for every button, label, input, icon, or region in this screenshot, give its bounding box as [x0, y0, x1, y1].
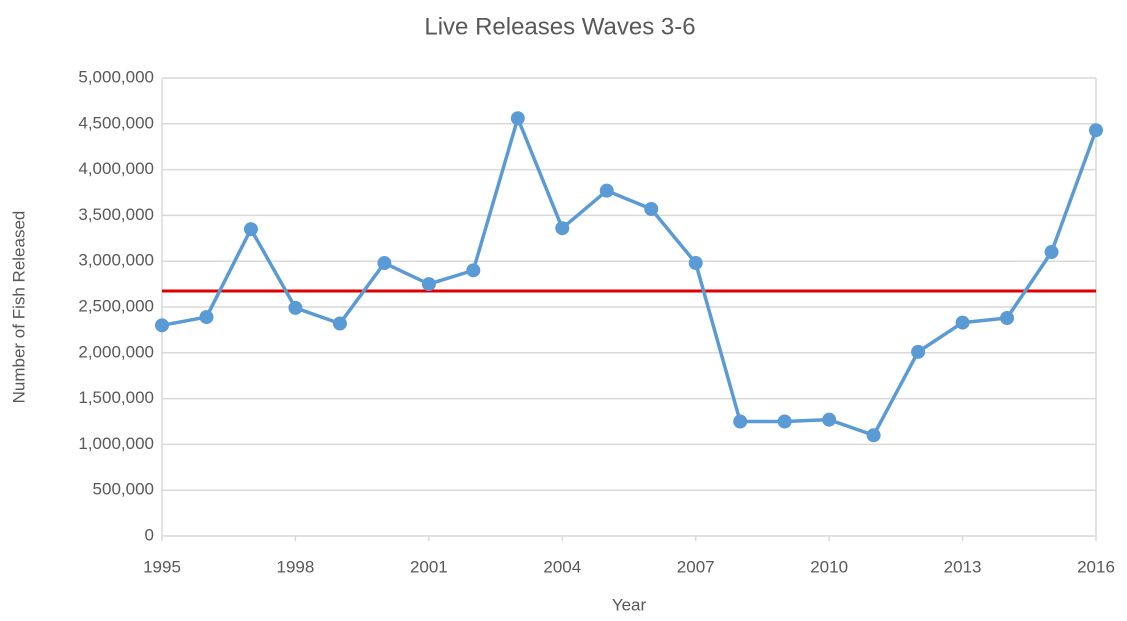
data-point	[599, 183, 614, 198]
data-point	[199, 310, 214, 325]
y-tick-label: 4,000,000	[78, 159, 154, 178]
data-point	[555, 221, 570, 236]
y-tick-label: 3,500,000	[78, 205, 154, 224]
data-point	[777, 414, 792, 429]
y-tick-label: 1,500,000	[78, 388, 154, 407]
data-point	[332, 316, 347, 331]
y-tick-label: 2,500,000	[78, 296, 154, 315]
x-tick-label: 2010	[810, 557, 848, 576]
data-point	[1089, 123, 1103, 138]
data-point	[1000, 310, 1015, 325]
y-tick-label: 3,000,000	[78, 251, 154, 270]
data-point	[466, 263, 481, 278]
y-tick-label: 4,500,000	[78, 113, 154, 132]
x-tick-label: 2016	[1077, 557, 1115, 576]
data-point	[866, 428, 881, 443]
x-tick-label: 2013	[944, 557, 982, 576]
y-tick-label: 1,000,000	[78, 434, 154, 453]
x-axis-label: Year	[612, 595, 647, 614]
y-tick-label: 2,000,000	[78, 342, 154, 361]
x-tick-label: 2004	[543, 557, 581, 576]
data-point	[510, 111, 525, 126]
y-tick-label: 500,000	[93, 480, 154, 499]
data-point	[822, 412, 837, 427]
data-point	[1044, 245, 1059, 260]
data-point	[243, 222, 258, 237]
x-tick-label: 2001	[410, 557, 448, 576]
series-line	[161, 116, 1098, 437]
data-point	[911, 344, 926, 359]
y-tick-label: 0	[145, 525, 154, 544]
y-tick-label: 5,000,000	[78, 67, 154, 86]
data-point	[644, 201, 659, 216]
y-axis-label: Number of Fish Released	[9, 211, 28, 404]
chart-title: Live Releases Waves 3-6	[424, 13, 695, 40]
data-point	[688, 256, 703, 271]
x-tick-label: 1998	[277, 557, 315, 576]
data-point	[733, 414, 748, 429]
x-tick-label: 2007	[677, 557, 715, 576]
x-tick-label: 1995	[143, 557, 181, 576]
data-point	[421, 277, 436, 292]
data-point	[155, 318, 169, 333]
data-point	[955, 315, 970, 330]
data-point	[377, 256, 392, 271]
data-point	[288, 300, 303, 315]
